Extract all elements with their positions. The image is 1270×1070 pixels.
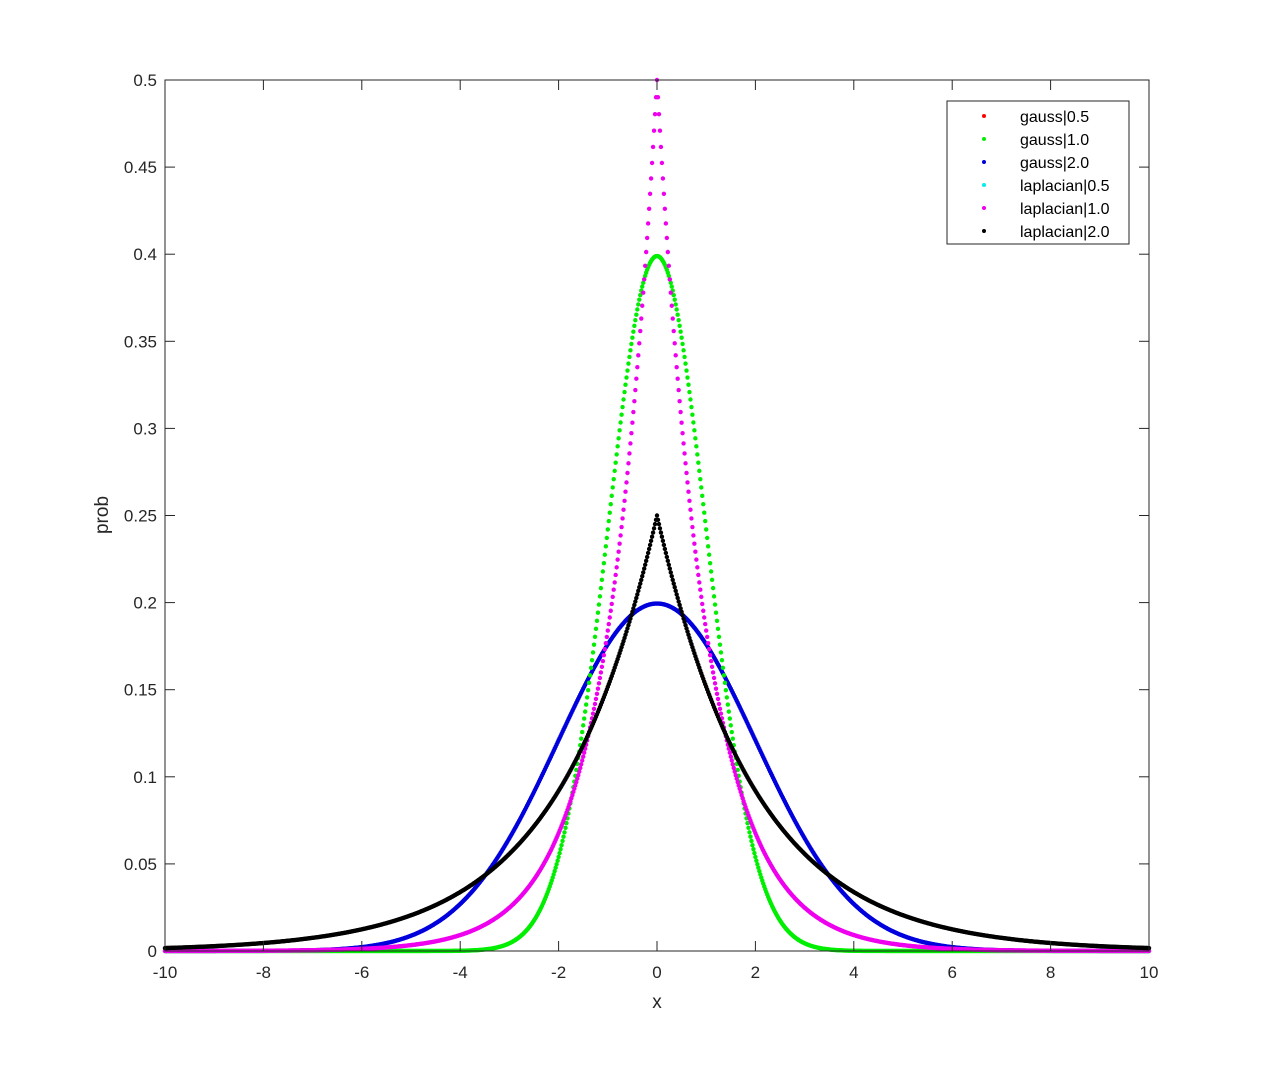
y-tick-label: 0.3 [133,419,157,438]
legend-marker [982,114,986,118]
y-tick-label: 0.45 [124,158,157,177]
axis-ticks: -10 -8 -6 -4 -2 0 2 4 6 8 10 0 0.05 0.1 0.15 0.2 0.25 0.3… [124,71,1159,982]
x-tick-label: -2 [551,963,566,982]
legend-marker [982,183,986,187]
legend-entry: laplacian|1.0 [1020,201,1110,218]
x-tick-label: 4 [849,963,858,982]
legend-entry: gauss|2.0 [1020,155,1089,172]
x-tick-label: -4 [453,963,468,982]
x-tick-label: 0 [652,963,661,982]
legend-entry: gauss|0.5 [1020,109,1089,126]
y-tick-label: 0.15 [124,681,157,700]
y-axis-label: prob [92,496,113,534]
legend-marker [982,137,986,141]
y-tick-label: 0 [148,942,157,961]
series-gauss-2_0 [162,601,1152,954]
legend-marker [982,160,986,164]
x-tick-label: 10 [1140,963,1159,982]
x-tick-label: 8 [1046,963,1055,982]
legend: gauss|0.5 gauss|1.0 gauss|2.0 laplacian|0.5… [946,100,1130,245]
y-tick-label: 0.2 [133,594,157,613]
y-tick-label: 0.35 [124,332,157,351]
x-tick-label: 6 [947,963,956,982]
series-laplacian-1_0 [162,77,1152,954]
series-laplacian-2_0 [162,513,1152,951]
legend-marker [982,206,986,210]
x-axis-label: x [652,992,662,1013]
x-tick-label: 2 [751,963,760,982]
legend-entry: laplacian|2.0 [1020,224,1110,241]
legend-entry: laplacian|0.5 [1020,178,1110,195]
x-tick-label: -10 [153,963,178,982]
y-tick-label: 0.1 [133,768,157,787]
y-tick-label: 0.4 [133,245,157,264]
y-tick-label: 0.05 [124,855,157,874]
x-tick-label: -8 [256,963,271,982]
y-tick-label: 0.5 [133,71,157,90]
x-tick-label: -6 [354,963,369,982]
legend-marker [982,229,986,233]
y-tick-label: 0.25 [124,507,157,526]
legend-entry: gauss|1.0 [1020,132,1089,149]
